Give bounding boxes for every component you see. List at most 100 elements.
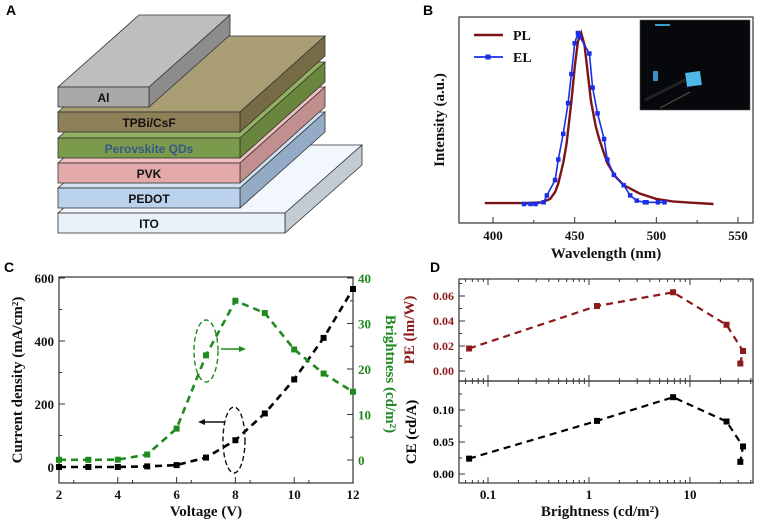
data-point-el	[621, 182, 626, 188]
data-point-el	[627, 193, 633, 198]
layer-label: ITO	[139, 217, 159, 231]
data-point-el	[644, 200, 649, 205]
x-tick-label: 0.1	[480, 487, 496, 502]
data-point-el	[556, 157, 561, 162]
data-point	[593, 417, 600, 424]
plot-frame	[58, 276, 354, 484]
data-point-el	[572, 41, 577, 46]
inset-wire	[659, 91, 691, 109]
y-axis-label-pe: PE (lm/W)	[402, 296, 418, 365]
series-line-brightness	[59, 299, 354, 462]
inset-photo	[639, 19, 751, 111]
y-tick-label: 0.04	[433, 314, 454, 328]
x-tick-label: 4	[115, 487, 122, 502]
inset-background	[639, 19, 751, 111]
y-tick-label: 0.02	[433, 339, 454, 353]
annotation-ellipse-current	[222, 406, 246, 474]
series-line-ce	[468, 396, 745, 462]
x-axis-label: Voltage (V)	[170, 504, 242, 520]
device-structure-diagram: ITO PEDOT PVK Perovskite QDs TPBi/CsF Al	[56, 14, 364, 234]
data-point	[350, 286, 356, 293]
x-axis-label: Wavelength (nm)	[551, 246, 661, 262]
data-point-el	[655, 200, 661, 205]
data-point-el	[611, 172, 617, 178]
y-axis-label: Intensity (a.u.)	[432, 73, 448, 167]
data-point	[144, 451, 151, 458]
data-point	[723, 321, 730, 328]
y-tick-label: 0	[48, 460, 55, 475]
y-axis-label: Current density (mA/cm²)	[10, 297, 26, 464]
data-point-el	[528, 201, 533, 207]
inset-probe	[644, 78, 686, 102]
x-tick-label: 1	[586, 487, 593, 502]
panel-label-b: B	[423, 2, 433, 18]
arrow-left-head	[198, 419, 205, 425]
data-point	[203, 352, 209, 359]
data-point-el	[575, 30, 581, 36]
data-point	[85, 456, 92, 463]
data-point	[85, 464, 92, 470]
x-tick-label: 400	[483, 228, 503, 243]
data-point	[232, 297, 239, 304]
data-point-el	[521, 201, 527, 207]
layer-front-face	[57, 86, 150, 108]
plot-frame	[458, 16, 754, 224]
data-point	[173, 462, 180, 469]
data-point	[291, 346, 298, 353]
data-point	[670, 394, 677, 401]
x-tick-label: 2	[56, 487, 63, 502]
x-tick-label: 450	[565, 228, 585, 243]
y-tick-label: 0.10	[433, 403, 454, 417]
y-tick-label: 400	[35, 334, 55, 349]
efficiency-chart: 0.00 0.02 0.04 0.06 PE (lm/W) 0.00 0.05 0.10 CE …	[402, 278, 754, 520]
layer-al: Al	[56, 14, 232, 108]
panel-label-a: A	[6, 2, 16, 18]
data-point	[291, 376, 298, 383]
x-tick-label: 500	[647, 228, 667, 243]
data-point	[56, 456, 62, 463]
data-point	[320, 370, 327, 377]
layer-front-face	[57, 111, 241, 133]
data-point	[593, 303, 600, 309]
data-point	[740, 443, 747, 450]
data-point-el	[541, 200, 546, 205]
data-point-el	[565, 100, 571, 106]
panel-label-d: D	[430, 259, 440, 275]
x-tick-label: 10	[288, 487, 301, 502]
layer-label: TPBi/CsF	[122, 116, 175, 130]
layer-label: PVK	[137, 167, 162, 181]
y2-axis-label: Brightness (cd/m²)	[382, 315, 398, 433]
y-tick-label: 0.06	[433, 289, 454, 303]
data-point-el	[560, 131, 566, 137]
x-tick-label: 12	[347, 487, 360, 502]
legend-marker	[485, 54, 491, 60]
data-point-el	[601, 136, 607, 142]
x-axis-label: Brightness (cd/m²)	[541, 504, 659, 520]
data-point	[670, 289, 677, 296]
data-point	[320, 334, 327, 341]
y-tick-label: 0.00	[433, 467, 454, 481]
layer-front-face	[57, 137, 241, 159]
data-point-el	[577, 34, 582, 39]
series-line-pe	[468, 291, 745, 364]
data-point-el	[590, 85, 595, 90]
y-tick-label: 600	[35, 271, 55, 286]
data-point	[723, 418, 730, 425]
data-point-el	[552, 177, 558, 183]
y2-tick-label: 30	[358, 317, 371, 332]
y-tick-label: 0.05	[433, 435, 454, 449]
data-point	[173, 425, 180, 432]
legend-label: PL	[513, 29, 531, 44]
series-line-current-density	[59, 288, 355, 469]
data-point	[144, 463, 151, 470]
data-point	[466, 455, 473, 462]
data-point-el	[533, 201, 538, 207]
y2-tick-label: 20	[358, 362, 371, 377]
data-point-el	[544, 193, 550, 198]
data-point-el	[605, 157, 610, 162]
data-point-el	[662, 200, 667, 205]
data-point	[203, 454, 209, 461]
x-tick-label: 8	[232, 487, 239, 502]
data-point	[737, 458, 744, 465]
